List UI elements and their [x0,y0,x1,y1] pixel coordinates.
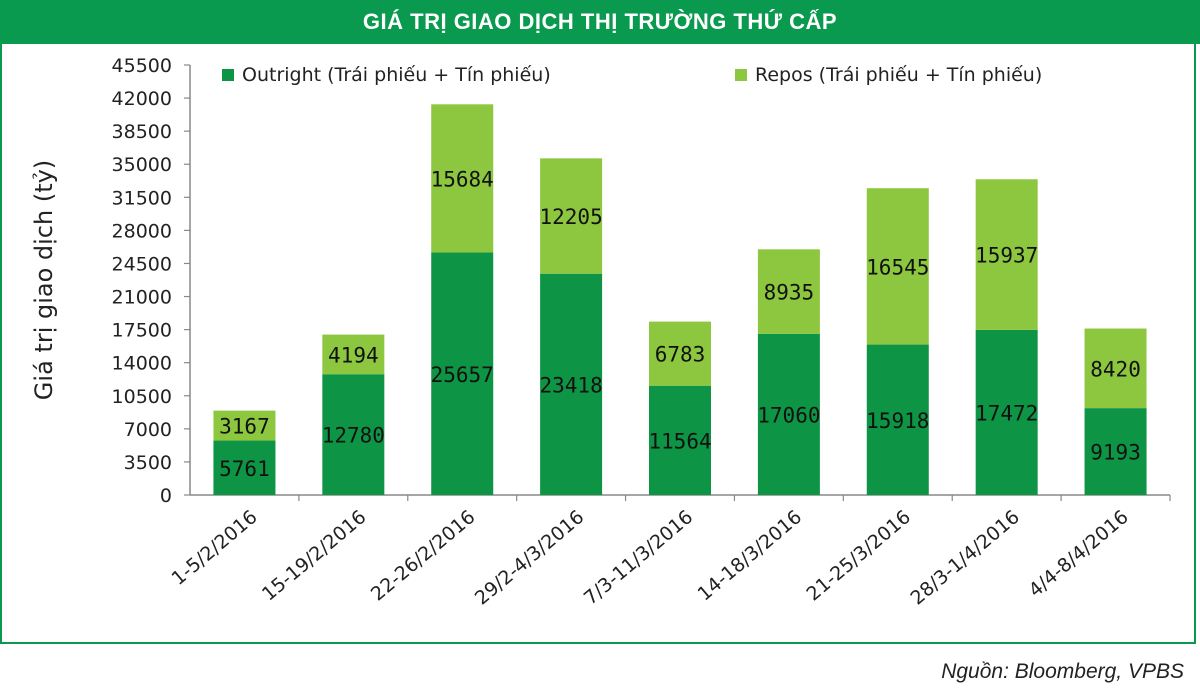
outright-data-label: 9193 [1090,441,1141,465]
y-tick-label: 42000 [112,88,172,110]
y-tick-label: 38500 [112,121,172,143]
outright-bar [757,333,820,495]
repos-data-label: 8420 [1090,357,1141,381]
x-tick-label: 29/2-4/3/2016 [471,506,588,610]
repos-bar [322,334,385,375]
y-axis-title: Giá trị giao dịch (tỷ) [30,160,58,400]
outright-bar [649,385,711,495]
y-tick-label: 45500 [112,55,172,77]
repos-bar [649,321,711,386]
legend-label: Outright (Trái phiếu + Tín phiếu) [242,64,551,86]
repos-data-label: 16545 [866,255,929,279]
chart-frame [0,44,1196,644]
outright-data-label: 17060 [757,403,820,427]
repos-data-label: 15937 [975,244,1038,268]
outright-bar [213,440,276,495]
y-tick-label: 17500 [112,320,172,342]
y-tick-label: 28000 [112,220,172,242]
repos-data-label: 12205 [540,205,603,229]
y-tick-label: 14000 [112,353,172,375]
y-tick-label: 24500 [112,253,172,275]
outright-bar [322,374,385,495]
y-tick-label: 31500 [112,187,172,209]
legend-swatch [222,69,234,81]
y-tick-label: 21000 [112,287,172,309]
x-tick-label: 15-19/2/2016 [258,506,371,605]
chart-bars [213,104,1147,495]
outright-bar [540,273,603,495]
outright-bar [866,344,929,495]
x-tick-label: 4/4-8/4/2016 [1025,506,1133,602]
x-tick-label: 22-26/2/2016 [367,506,480,605]
outright-data-label: 11564 [648,429,711,453]
repos-data-label: 4194 [328,343,379,367]
outright-data-label: 25657 [431,363,494,387]
y-tick-label: 35000 [112,154,172,176]
repos-data-label: 8935 [764,281,815,305]
y-tick-label: 0 [160,485,172,507]
repos-bar [540,158,603,274]
x-tick-label: 14-18/3/2016 [694,506,807,605]
chart-data-labels: 5761 3167 12780 4194 25657 15684 23418 12205 115… [219,167,1141,480]
outright-data-label: 23418 [540,373,603,397]
outright-data-label: 15918 [866,409,929,433]
outright-bar [1084,408,1147,495]
x-tick-label: 28/3-1/4/2016 [906,506,1023,610]
repos-data-label: 6783 [655,343,706,367]
x-tick-label: 21-25/3/2016 [802,506,915,605]
outright-bar [975,329,1038,495]
repos-bar [866,188,929,345]
repos-bar [757,249,820,334]
x-tick-label: 7/3-11/3/2016 [580,506,697,610]
repos-bar [213,410,276,441]
repos-data-label: 3167 [219,415,270,439]
y-tick-label: 7000 [124,419,172,441]
chart-legend: Outright (Trái phiếu + Tín phiếu) Repos (… [222,64,1042,86]
y-tick-label: 10500 [112,386,172,408]
repos-data-label: 15684 [431,167,494,191]
legend-swatch [735,69,747,81]
x-tick-label: 1-5/2/2016 [168,506,262,590]
legend-label: Repos (Trái phiếu + Tín phiếu) [755,64,1042,86]
repos-bar [1084,328,1147,409]
repos-bar [431,104,494,253]
y-tick-label: 3500 [124,452,172,474]
outright-data-label: 17472 [975,401,1038,425]
stacked-bar-chart: 0 3500 7000 10500 14000 17500 21000 24500 28000 3… [30,55,1171,610]
outright-bar [431,252,494,495]
source-note: Nguồn: Bloomberg, VPBS [941,660,1184,683]
outright-data-label: 5761 [219,457,270,481]
repos-bar [975,179,1038,330]
outright-data-label: 12780 [322,424,385,448]
chart-title-banner: GIÁ TRỊ GIAO DỊCH THỊ TRƯỜNG THỨ CẤP [0,0,1200,44]
